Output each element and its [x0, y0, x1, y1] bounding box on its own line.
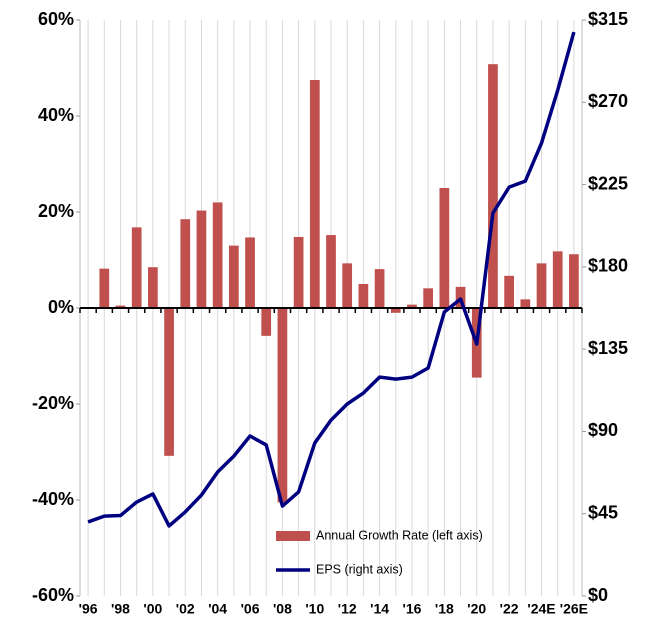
y2-tick-label: $180	[588, 256, 628, 276]
bar	[115, 305, 126, 308]
bar	[309, 80, 320, 308]
y2-tick-label: $0	[588, 585, 608, 605]
y-tick-label: 0%	[48, 297, 74, 317]
x-tick-label: '24E	[527, 601, 555, 617]
x-tick-label: '02	[176, 601, 195, 617]
y2-tick-label: $315	[588, 9, 628, 29]
y-tick-label: 40%	[38, 105, 74, 125]
y2-tick-label: $225	[588, 173, 628, 193]
x-tick-label: '16	[403, 601, 422, 617]
legend-label: EPS (right axis)	[316, 562, 403, 576]
y-tick-label: -40%	[32, 489, 74, 509]
bar	[552, 251, 563, 308]
bar	[536, 263, 547, 308]
legend-label: Annual Growth Rate (left axis)	[316, 528, 483, 542]
bar	[180, 219, 191, 308]
bar	[326, 235, 336, 308]
x-tick-label: '00	[143, 601, 162, 617]
x-tick-label: '06	[241, 601, 260, 617]
bar	[439, 188, 450, 308]
x-tick-label: '08	[273, 601, 292, 617]
legend-swatch	[276, 531, 310, 541]
bar	[569, 254, 579, 308]
y2-tick-label: $135	[588, 338, 628, 358]
bar	[423, 288, 434, 308]
x-tick-label: '12	[338, 601, 357, 617]
x-tick-label: '98	[111, 601, 130, 617]
bar	[196, 210, 207, 308]
x-tick-label: '26E	[560, 601, 588, 617]
bar	[342, 263, 353, 308]
bar	[374, 269, 385, 308]
bar	[261, 308, 272, 336]
bar	[358, 284, 369, 308]
bar	[99, 268, 110, 308]
bar	[390, 308, 401, 313]
x-tick-label: '22	[500, 601, 519, 617]
y2-tick-label: $45	[588, 502, 618, 522]
y2-tick-label: $270	[588, 91, 628, 111]
bar	[293, 236, 304, 308]
bar	[488, 64, 498, 308]
bar	[245, 237, 255, 308]
y2-tick-label: $90	[588, 420, 618, 440]
x-tick-label: '10	[305, 601, 324, 617]
y-tick-label: -20%	[32, 393, 74, 413]
x-tick-label: '14	[370, 601, 389, 617]
bar	[131, 227, 142, 308]
x-tick-label: '20	[467, 601, 486, 617]
bar	[520, 299, 531, 308]
bar	[277, 308, 288, 503]
bar	[228, 245, 239, 308]
x-tick-label: '18	[435, 601, 454, 617]
y-tick-label: 20%	[38, 201, 74, 221]
bar	[164, 308, 174, 456]
y-tick-label: -60%	[32, 585, 74, 605]
bar	[212, 202, 223, 308]
line	[87, 31, 576, 528]
x-tick-label: '04	[208, 601, 227, 617]
y-tick-label: 60%	[38, 9, 74, 29]
x-tick-label: '96	[79, 601, 98, 617]
bar	[407, 304, 417, 308]
bar	[504, 275, 514, 308]
bar	[148, 267, 158, 308]
